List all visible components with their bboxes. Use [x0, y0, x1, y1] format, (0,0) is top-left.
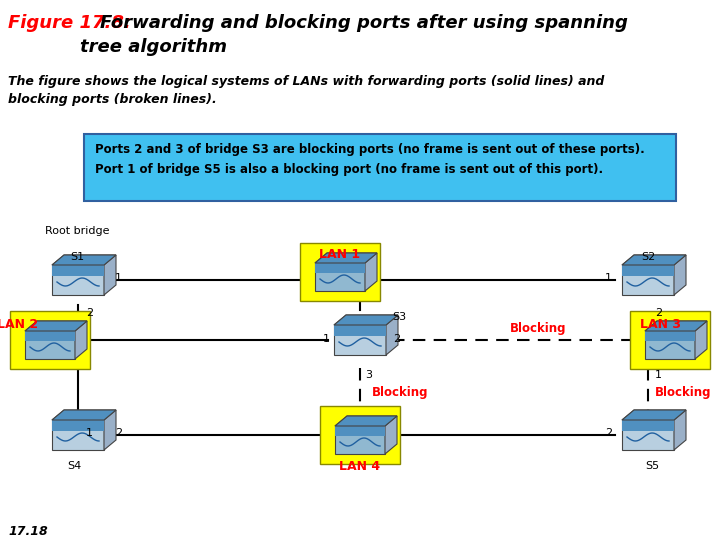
Text: 1: 1: [115, 273, 122, 283]
FancyBboxPatch shape: [315, 263, 365, 291]
Text: S4: S4: [67, 461, 81, 471]
Text: 17.18: 17.18: [8, 525, 48, 538]
FancyBboxPatch shape: [52, 420, 104, 450]
Polygon shape: [25, 321, 87, 331]
Text: 1: 1: [655, 370, 662, 380]
Polygon shape: [674, 255, 686, 295]
Polygon shape: [315, 253, 377, 263]
Polygon shape: [622, 255, 686, 265]
Text: S1: S1: [70, 252, 84, 262]
FancyBboxPatch shape: [52, 265, 104, 295]
Text: Blocking: Blocking: [372, 386, 428, 399]
Polygon shape: [335, 416, 397, 426]
Text: 3: 3: [365, 370, 372, 380]
Polygon shape: [75, 321, 87, 359]
FancyBboxPatch shape: [622, 420, 674, 450]
Polygon shape: [674, 410, 686, 450]
Text: 2: 2: [605, 428, 612, 438]
Text: Blocking: Blocking: [655, 386, 711, 399]
Text: LAN 4: LAN 4: [339, 460, 381, 473]
FancyBboxPatch shape: [335, 426, 385, 454]
Polygon shape: [385, 416, 397, 454]
Text: 1: 1: [323, 334, 330, 344]
Text: Figure 17.8:: Figure 17.8:: [8, 14, 131, 32]
Polygon shape: [622, 410, 686, 420]
Text: S3: S3: [392, 312, 406, 322]
Bar: [300, 243, 380, 301]
Polygon shape: [365, 253, 377, 291]
Polygon shape: [695, 321, 707, 359]
Polygon shape: [386, 315, 398, 355]
FancyBboxPatch shape: [622, 265, 674, 295]
Polygon shape: [334, 315, 398, 325]
Polygon shape: [52, 255, 116, 265]
Text: 1: 1: [605, 273, 612, 283]
Text: 2: 2: [86, 308, 93, 318]
FancyBboxPatch shape: [25, 331, 75, 359]
Polygon shape: [645, 321, 707, 331]
Text: Ports 2 and 3 of bridge S3 are blocking ports (no frame is sent out of these por: Ports 2 and 3 of bridge S3 are blocking …: [95, 143, 644, 176]
Polygon shape: [104, 255, 116, 295]
Bar: [622, 420, 674, 430]
Bar: [52, 265, 104, 275]
FancyBboxPatch shape: [645, 331, 695, 359]
Text: The figure shows the logical systems of LANs with forwarding ports (solid lines): The figure shows the logical systems of …: [8, 75, 604, 106]
Text: LAN 2: LAN 2: [0, 318, 39, 331]
Bar: [335, 426, 385, 436]
Bar: [334, 325, 386, 335]
Text: 2: 2: [655, 308, 662, 318]
Text: tree algorithm: tree algorithm: [80, 38, 227, 56]
Polygon shape: [52, 255, 116, 265]
Bar: [645, 331, 695, 341]
Text: 2: 2: [393, 334, 400, 344]
Text: LAN 3: LAN 3: [639, 318, 680, 331]
Text: 1: 1: [86, 428, 93, 438]
FancyBboxPatch shape: [334, 325, 386, 355]
Polygon shape: [622, 410, 686, 420]
FancyBboxPatch shape: [84, 134, 676, 201]
Text: Root bridge: Root bridge: [45, 226, 109, 236]
Polygon shape: [315, 253, 377, 263]
Polygon shape: [645, 321, 707, 331]
Bar: [630, 311, 710, 369]
Text: S2: S2: [642, 252, 656, 262]
Polygon shape: [52, 410, 116, 420]
Bar: [25, 331, 75, 341]
Bar: [315, 263, 365, 273]
Polygon shape: [335, 416, 397, 426]
Bar: [320, 406, 400, 464]
Bar: [52, 420, 104, 430]
Polygon shape: [52, 410, 116, 420]
Polygon shape: [104, 410, 116, 450]
Text: Forwarding and blocking ports after using spanning: Forwarding and blocking ports after usin…: [100, 14, 628, 32]
Text: LAN 1: LAN 1: [320, 248, 361, 261]
Polygon shape: [622, 255, 686, 265]
Text: S5: S5: [645, 461, 659, 471]
Polygon shape: [25, 321, 87, 331]
Bar: [622, 265, 674, 275]
Text: Blocking: Blocking: [510, 322, 567, 335]
Text: 2: 2: [115, 428, 122, 438]
Polygon shape: [334, 315, 398, 325]
Bar: [10, 311, 90, 369]
